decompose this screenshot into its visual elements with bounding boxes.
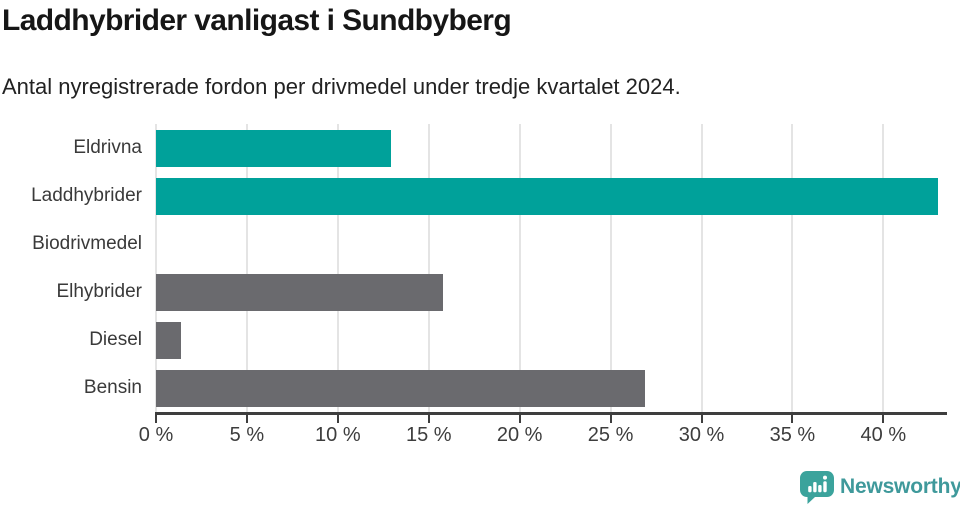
x-axis-tick-label: 0 % <box>138 424 174 446</box>
gridline <box>700 124 703 412</box>
y-axis-label: Diesel <box>89 329 142 350</box>
x-axis-tick <box>700 412 703 423</box>
bar-chart-speech-bubble-icon <box>800 471 834 504</box>
bar-diesel <box>156 321 182 359</box>
x-axis-tick-label: 20 % <box>496 424 543 446</box>
x-axis-tick <box>791 412 794 423</box>
gridline <box>791 124 794 412</box>
y-axis-label: Biodrivmedel <box>32 233 142 254</box>
newsworthy-logo: Newsworthy <box>800 470 960 505</box>
x-axis-tick-label: 5 % <box>229 424 265 446</box>
gridline <box>245 124 248 412</box>
x-axis-tick <box>155 412 157 423</box>
gridline <box>882 124 885 412</box>
y-axis-label: Eldrivna <box>73 137 142 158</box>
x-axis-tick <box>882 412 885 423</box>
bar-laddhybrider <box>156 177 938 215</box>
x-axis-tick-label: 35 % <box>769 424 816 446</box>
x-axis-tick-label: 15 % <box>405 424 452 446</box>
gridline <box>518 124 521 412</box>
x-axis-tick <box>609 412 612 423</box>
x-axis-tick <box>518 412 521 423</box>
y-axis-label: Bensin <box>83 377 142 398</box>
gridline <box>336 124 339 412</box>
gridline <box>427 124 430 412</box>
newsworthy-wordmark: Newsworthy <box>840 475 960 498</box>
bar-elhybrider <box>156 273 444 311</box>
gridline <box>155 124 157 412</box>
bar-eldrivna <box>156 129 391 167</box>
gridline <box>609 124 612 412</box>
x-axis-tick <box>427 412 430 423</box>
x-axis-tick-label: 10 % <box>315 424 361 446</box>
x-axis-tick <box>245 412 248 423</box>
x-axis-tick <box>336 412 339 423</box>
y-axis-label: Elhybrider <box>56 281 142 302</box>
x-axis-tick-label: 40 % <box>860 424 907 446</box>
x-axis-line <box>156 412 947 415</box>
chart-subtitle: Antal nyregistrerade fordon per drivmede… <box>2 74 681 99</box>
x-axis-tick-label: 25 % <box>587 424 634 446</box>
y-axis-label: Laddhybrider <box>31 185 142 206</box>
bar-bensin <box>156 369 646 407</box>
chart-title: Laddhybrider vanligast i Sundbyberg <box>2 4 512 37</box>
x-axis-tick-label: 30 % <box>678 424 725 446</box>
